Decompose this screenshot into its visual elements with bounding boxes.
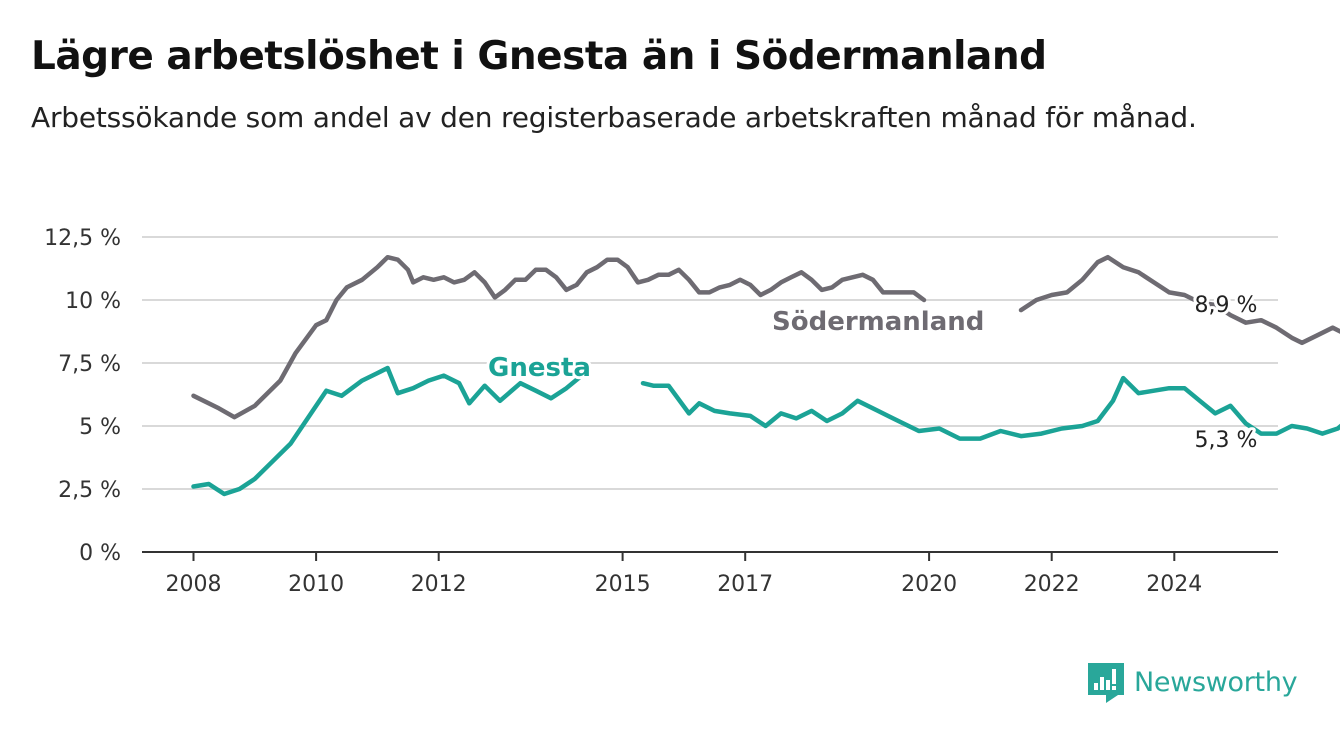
y-tick-label: 7,5 % [58,352,121,377]
y-tick-label: 10 % [65,289,121,314]
grid-lines [142,236,1278,490]
x-tick-label: 2015 [595,572,651,597]
series-label: Gnesta [488,353,591,383]
series-lines [191,254,1340,497]
y-tick-label: 12,5 % [44,226,121,251]
chart-title: Lägre arbetslöshet i Gnesta än i Söderma… [31,34,1047,79]
x-tick-label: 2024 [1146,572,1202,597]
x-axis: 2008 2010 2012 2015 2017 2020 2022 2024 [142,551,1278,597]
y-axis-ticks: 0 % 2,5 % 5 % 7,5 % 10 % 12,5 % [44,226,121,566]
series-line-södermanland [191,254,1340,420]
newsworthy-logo-icon [1088,663,1124,703]
y-tick-label: 0 % [79,541,121,566]
series-label: Södermanland [772,307,984,337]
newsworthy-brand: Newsworthy [1088,660,1298,704]
x-tick-label: 2012 [411,572,467,597]
x-tick-label: 2022 [1024,572,1080,597]
x-tick-label: 2008 [166,572,222,597]
y-tick-label: 5 % [79,415,121,440]
brand-name: Newsworthy [1134,666,1298,698]
end-value-label: 8,9 % [1195,293,1258,318]
line-chart: 0 %2,5 %5 %7,5 %10 %12,5 % 2008 2010 2012 2… [44,226,1340,597]
x-tick-label: 2020 [901,572,957,597]
x-tick-label: 2017 [717,572,773,597]
series-labels: Södermanland Gnesta 8,9 % 5,3 % [485,290,1260,456]
series-line-gnesta [191,365,1340,497]
y-tick-label: 2,5 % [58,478,121,503]
chart-subtitle: Arbetssökande som andel av den registerb… [31,101,1197,134]
x-tick-label: 2010 [288,572,344,597]
end-value-label: 5,3 % [1195,428,1258,453]
